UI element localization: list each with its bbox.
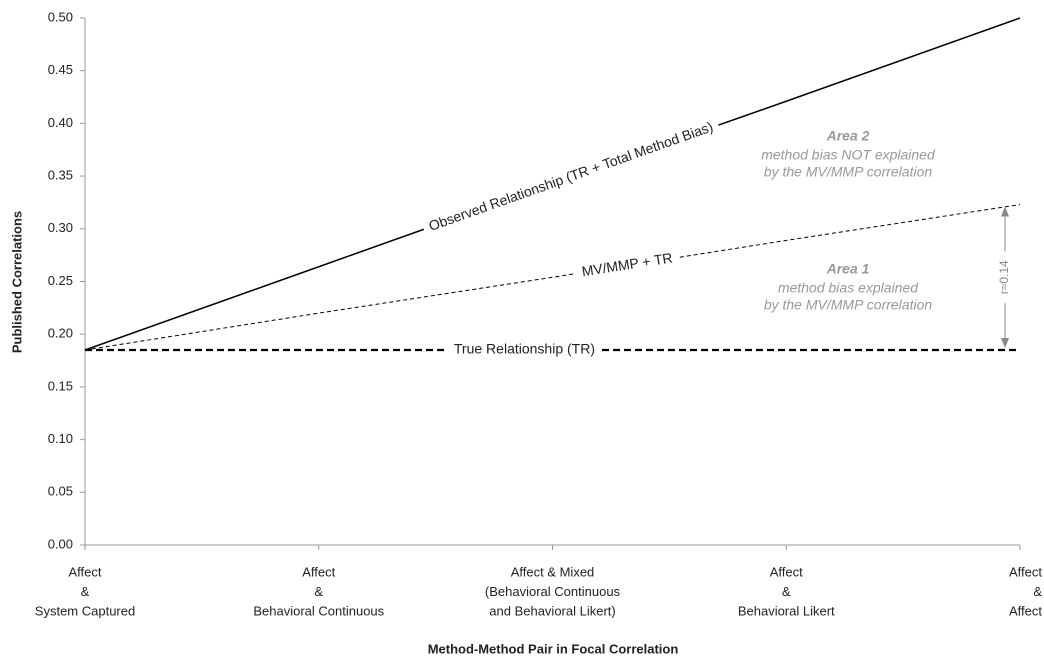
x-tick-label: & [1033, 584, 1042, 599]
y-tick-label: 0.00 [48, 536, 73, 551]
x-tick-label: System Captured [35, 603, 135, 618]
x-tick-label: (Behavioral Continuous [485, 584, 621, 599]
y-tick-label: 0.05 [48, 484, 73, 499]
x-tick-label: Behavioral Continuous [253, 603, 384, 618]
series-label: True Relationship (TR) [454, 341, 595, 357]
label-background [574, 246, 680, 283]
y-axis-title: Published Correlations [9, 211, 24, 353]
label-background [997, 251, 1013, 304]
x-axis-title: Method-Method Pair in Focal Correlation [428, 641, 679, 656]
annotation-title: Area 1 [826, 261, 870, 277]
y-tick-label: 0.45 [48, 62, 73, 77]
series-label: Observed Relationship (TR + Total Method… [427, 118, 716, 234]
x-tick-label: and Behavioral Likert) [489, 603, 615, 618]
x-tick-label: Affect [1009, 603, 1042, 618]
series-label-group: True Relationship (TR) [447, 338, 601, 359]
annotation-title: Area 2 [826, 128, 870, 144]
x-tick-label: & [782, 584, 791, 599]
x-tick-label: Affect & Mixed [511, 564, 595, 579]
y-tick-label: 0.40 [48, 115, 73, 130]
label-background [447, 338, 601, 359]
x-tick-label: Affect [770, 564, 803, 579]
y-tick-label: 0.25 [48, 273, 73, 288]
y-tick-label: 0.50 [48, 9, 73, 24]
series-label-group: MV/MMP + TR [574, 246, 680, 283]
y-tick-label: 0.30 [48, 220, 73, 235]
y-tick-label: 0.20 [48, 326, 73, 341]
series-line [84, 204, 1021, 351]
annotation-text: by the MV/MMP correlation [764, 164, 933, 180]
x-tick-label: Behavioral Likert [738, 603, 835, 618]
x-tick-label: & [81, 584, 90, 599]
arrow-head [1001, 206, 1009, 217]
annotation-text: by the MV/MMP correlation [764, 297, 933, 313]
annotation-text: method bias NOT explained [761, 147, 936, 163]
y-tick-label: 0.35 [48, 168, 73, 183]
x-tick-label: Affect [302, 564, 335, 579]
annotation-text: method bias explained [778, 280, 919, 296]
series-label: MV/MMP + TR [581, 249, 674, 279]
arrow-head [1001, 338, 1009, 349]
x-tick-label: Affect [68, 564, 101, 579]
y-tick-label: 0.15 [48, 378, 73, 393]
x-tick-label: Affect [1009, 564, 1042, 579]
difference-label: r≈0.14 [997, 260, 1011, 294]
y-tick-label: 0.10 [48, 431, 73, 446]
x-tick-label: & [314, 584, 323, 599]
label-background [420, 114, 722, 238]
series-label-group: Observed Relationship (TR + Total Method… [420, 114, 722, 238]
